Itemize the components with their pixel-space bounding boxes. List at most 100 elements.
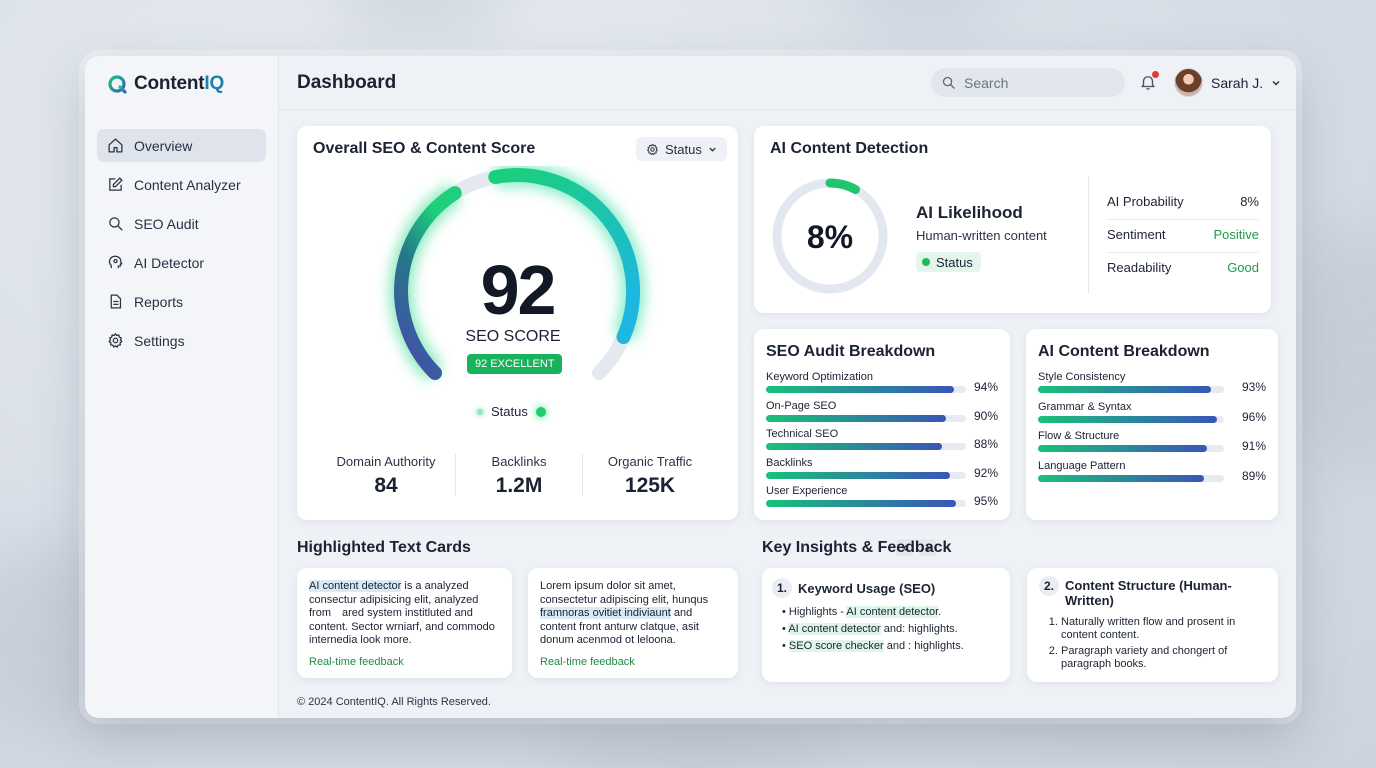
feedback-label: Real-time feedback <box>540 656 635 668</box>
breakdown-value: 90% <box>973 408 998 423</box>
sidebar-item-label: AI Detector <box>134 254 205 271</box>
sidebar-item-ai-detector[interactable]: AI Detector <box>97 246 266 279</box>
footer-copyright: © 2024 ContentIQ. All Rights Reserved. <box>297 696 491 708</box>
progress-track <box>766 443 966 450</box>
ai-status-label: Status <box>936 254 973 270</box>
progress-track <box>766 500 966 507</box>
search-box[interactable] <box>931 68 1125 97</box>
sidebar-item-label: Reports <box>134 293 184 310</box>
notification-button[interactable] <box>1139 70 1160 94</box>
avatar <box>1174 68 1203 97</box>
breakdown-value: 91% <box>1241 439 1266 453</box>
breakdown-label: Grammar & Syntax <box>1038 400 1132 413</box>
seo-score-card: Overall SEO & Content Score Status 92 SE… <box>297 126 738 520</box>
seo-score-label: SEO SCORE <box>465 328 561 345</box>
gear-icon <box>108 333 123 348</box>
status-dropdown-label: Status <box>665 141 702 157</box>
progress-track <box>1038 415 1224 423</box>
seo-audit-title: SEO Audit Breakdown <box>766 343 936 360</box>
next-button[interactable] <box>919 539 936 556</box>
search-input[interactable] <box>964 74 1104 91</box>
sidebar-item-settings[interactable]: Settings <box>97 324 266 357</box>
brand-name: ContentIQ <box>134 73 225 94</box>
sidebar-item-overview[interactable]: Overview <box>97 129 266 162</box>
ai-metric-row: AI Probability 8% <box>1107 194 1259 220</box>
sidebar-item-label: Settings <box>134 332 185 349</box>
sidebar-item-label: SEO Audit <box>134 215 199 232</box>
progress-track <box>1038 386 1224 393</box>
progress-fill <box>766 414 946 422</box>
progress-fill <box>1038 386 1211 393</box>
brand-logo-icon <box>107 74 127 94</box>
sidebar-item-content-analyzer[interactable]: Content Analyzer <box>97 168 266 201</box>
breakdown-value: 89% <box>1241 468 1266 483</box>
insights-section-title: Key Insights & Feedback <box>762 539 952 556</box>
breakdown-row: Grammar & Syntax 96% <box>1038 400 1266 424</box>
sidebar-item-seo-audit[interactable]: SEO Audit <box>97 207 266 240</box>
edit-icon <box>109 177 123 191</box>
status-dot <box>535 406 546 417</box>
list-item: Naturally written flow and prosent in co… <box>1061 616 1266 642</box>
progress-fill <box>766 471 950 479</box>
breakdown-label: Style Consistency <box>1038 371 1126 383</box>
chevron-down-icon <box>709 147 716 152</box>
ai-head-icon <box>108 255 123 269</box>
breakdown-row: Language Pattern 89% <box>1038 459 1266 483</box>
list-item: • Highlights - AI content detector. <box>782 606 942 618</box>
insight-list: Naturally written flow and prosent in co… <box>1061 616 1266 671</box>
list-item: Paragraph variety and chongert of paragr… <box>1061 645 1266 671</box>
user-menu[interactable]: Sarah J. <box>1174 68 1281 97</box>
user-name: Sarah J. <box>1211 74 1264 91</box>
seo-score-badge: 92 EXCELLENT <box>467 354 563 374</box>
ai-status-badge: Status <box>916 252 981 272</box>
progress-track <box>1038 445 1224 452</box>
breakdown-row: User Experience 95% <box>766 485 998 508</box>
progress-fill <box>1038 415 1217 423</box>
status-dropdown-button[interactable]: Status <box>636 137 727 161</box>
app-window: ContentIQ Overview Content Analyzer SEO … <box>85 56 1296 718</box>
highlight-card[interactable]: AI content detector is a analyzed consec… <box>297 568 512 678</box>
progress-fill <box>1038 474 1204 482</box>
main-area: Dashboard Sarah J. Overall SEO & Content… <box>279 56 1296 718</box>
breakdown-label: Language Pattern <box>1038 459 1126 472</box>
seo-audit-card: SEO Audit Breakdown Keyword Optimization… <box>754 329 1010 520</box>
highlight-text: Lorem ipsum dolor sit amet, consectetur … <box>540 580 709 646</box>
breakdown-label: Keyword Optimization <box>766 371 873 383</box>
sidebar: ContentIQ Overview Content Analyzer SEO … <box>85 56 279 718</box>
seo-status-indicator: Status <box>477 404 546 419</box>
sidebar-nav: Overview Content Analyzer SEO Audit AI D… <box>97 129 266 357</box>
notification-badge <box>1151 70 1160 79</box>
progress-fill <box>766 500 956 507</box>
progress-fill <box>766 443 942 450</box>
search-icon <box>942 76 955 89</box>
insight-card-title: 1. Keyword Usage (SEO) <box>772 578 935 598</box>
ai-likelihood-title: AI Likelihood <box>916 203 1023 222</box>
breakdown-value: 96% <box>1241 409 1266 424</box>
breakdown-label: Flow & Structure <box>1038 430 1120 442</box>
breakdown-label: On-Page SEO <box>766 399 837 412</box>
sidebar-item-label: Overview <box>134 137 193 154</box>
breakdown-row: Backlinks 92% <box>766 456 998 480</box>
prev-button[interactable] <box>896 539 913 556</box>
insight-card-content-structure: 2. Content Structure (Human-Written) Nat… <box>1027 568 1278 682</box>
list-item: • SEO score checker and : highlights. <box>782 640 964 652</box>
status-dot <box>477 408 483 415</box>
breakdown-row: Keyword Optimization 94% <box>766 371 998 394</box>
ai-likelihood-ring <box>772 178 888 294</box>
brand[interactable]: ContentIQ <box>97 72 266 96</box>
highlight-card[interactable]: Lorem ipsum dolor sit amet, consectetur … <box>528 568 738 678</box>
seo-score-gauge <box>390 166 644 381</box>
seo-card-title: Overall SEO & Content Score <box>313 140 536 157</box>
ai-detection-title: AI Content Detection <box>770 140 929 157</box>
sidebar-item-reports[interactable]: Reports <box>97 285 266 318</box>
chevron-right-icon <box>925 544 930 551</box>
breakdown-value: 93% <box>1241 380 1266 394</box>
stat-domain-authority: Domain Authority 84 <box>336 454 436 497</box>
breakdown-value: 95% <box>973 494 998 508</box>
progress-track <box>766 471 966 479</box>
breakdown-label: Backlinks <box>766 456 813 469</box>
ai-detection-card: AI Content Detection 8% AI Likelihood Hu… <box>754 126 1271 313</box>
topbar: Dashboard Sarah J. <box>279 56 1296 110</box>
insight-card-title: 2. Content Structure (Human-Written) <box>1039 576 1264 608</box>
progress-fill <box>766 386 954 393</box>
